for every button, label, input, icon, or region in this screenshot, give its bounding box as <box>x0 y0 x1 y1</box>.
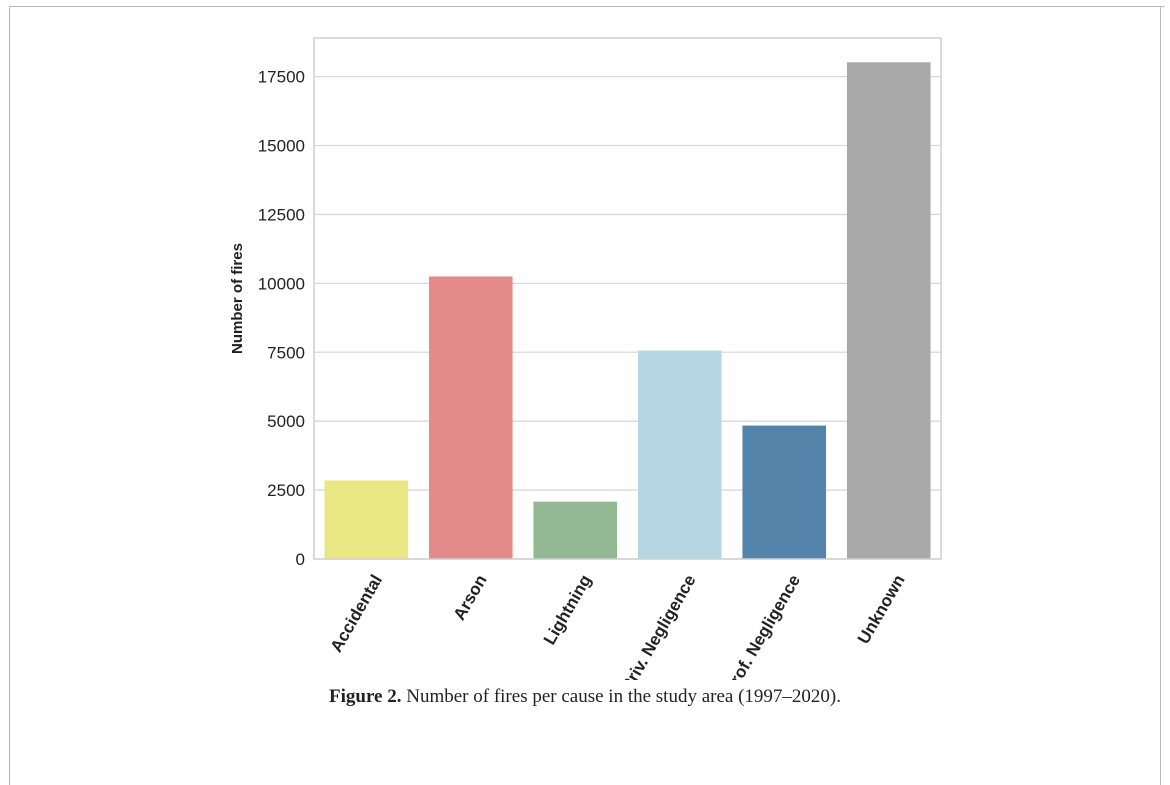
x-tick-label: Prof. Negligence <box>721 572 805 681</box>
x-tick-label: Lightning <box>540 572 595 649</box>
bar-unknown <box>846 62 931 559</box>
caption-text: Number of fires per cause in the study a… <box>406 686 841 707</box>
page-border-top <box>9 6 1165 7</box>
x-tick-label: Priv. Negligence <box>618 572 700 681</box>
bar-accidental <box>324 480 409 559</box>
bar-chart: 0 2500 5000 7500 10000 12500 15000 17500 Accide… <box>229 37 942 681</box>
y-tick-label: 17500 <box>258 68 305 87</box>
y-tick-labels: 0 2500 5000 7500 10000 12500 15000 17500 <box>258 68 305 569</box>
y-tick-label: 5000 <box>267 412 305 431</box>
y-tick-label: 2500 <box>267 481 305 500</box>
caption-label: Figure 2. <box>329 686 402 707</box>
y-tick-label: 12500 <box>258 205 305 224</box>
x-tick-label: Accidental <box>327 572 386 656</box>
figure-caption: Figure 2. Number of fires per cause in t… <box>0 686 1170 708</box>
y-tick-label: 0 <box>296 550 305 569</box>
y-tick-label: 10000 <box>258 274 305 293</box>
bar-arson <box>428 276 513 559</box>
bars <box>324 62 931 559</box>
bar-lightning <box>533 501 618 559</box>
y-axis-label: Number of fires <box>229 243 246 354</box>
bar-prof-negligence <box>742 425 827 559</box>
page-border-left <box>9 6 10 785</box>
plot-border <box>313 37 942 560</box>
x-tick-label: Unknown <box>854 572 909 648</box>
x-tick-label: Arson <box>450 572 491 624</box>
page-border-right <box>1160 6 1161 785</box>
y-tick-label: 7500 <box>267 343 305 362</box>
bar-priv-negligence <box>637 350 722 559</box>
y-tick-label: 15000 <box>258 137 305 156</box>
x-tick-labels: Accidental Arson Lightning Priv. Negligence… <box>327 572 909 681</box>
